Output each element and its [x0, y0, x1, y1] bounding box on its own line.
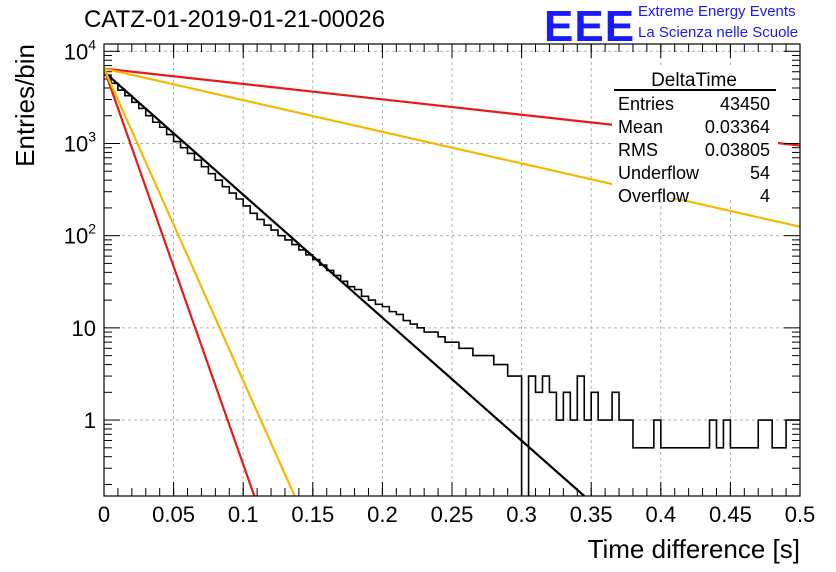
- histogram-series: [104, 74, 800, 496]
- y-tick-label: 10: [72, 316, 96, 341]
- fit-line: [104, 68, 256, 496]
- fit-line: [104, 67, 800, 228]
- x-tick-label: 0.25: [431, 502, 474, 527]
- stats-row-value: 4: [760, 186, 770, 206]
- stats-row-label: Entries: [618, 94, 674, 114]
- x-tick-label: 0.5: [785, 502, 816, 527]
- fit-line: [104, 70, 585, 496]
- fit-line: [104, 68, 296, 496]
- stats-row-label: RMS: [618, 140, 658, 160]
- x-tick-label: 0.3: [506, 502, 537, 527]
- eee-logo-mark: EEE: [544, 2, 636, 51]
- stats-row-label: Underflow: [618, 163, 700, 183]
- stats-row-value: 0.03364: [705, 117, 770, 137]
- y-tick-label: 102: [64, 221, 96, 249]
- x-tick-label: 0.45: [709, 502, 752, 527]
- x-tick-label: 0.35: [570, 502, 613, 527]
- x-tick-label: 0: [98, 502, 110, 527]
- x-tick-label: 0.1: [228, 502, 259, 527]
- chart-title: CATZ-01-2019-01-21-00026: [84, 6, 386, 33]
- x-tick-label: 0.2: [367, 502, 398, 527]
- stats-row-label: Overflow: [618, 186, 690, 206]
- y-tick-label: 104: [64, 36, 96, 64]
- stats-row-label: Mean: [618, 117, 663, 137]
- stats-row-value: 54: [750, 163, 770, 183]
- stats-row-value: 0.03805: [705, 140, 770, 160]
- x-tick-label: 0.4: [646, 502, 677, 527]
- x-tick-label: 0.05: [152, 502, 195, 527]
- logo-text-line2: La Scienza nelle Scuole: [638, 24, 799, 41]
- y-tick-label: 1: [84, 408, 96, 433]
- y-axis-label: Entries/bin: [10, 44, 40, 167]
- logo-text-line1: Extreme Energy Events: [638, 3, 796, 20]
- stats-box-title: DeltaTime: [651, 70, 737, 91]
- y-tick-label: 103: [64, 128, 96, 156]
- x-tick-label: 0.15: [291, 502, 334, 527]
- x-axis-label: Time difference [s]: [588, 534, 800, 564]
- stats-row-value: 43450: [720, 94, 770, 114]
